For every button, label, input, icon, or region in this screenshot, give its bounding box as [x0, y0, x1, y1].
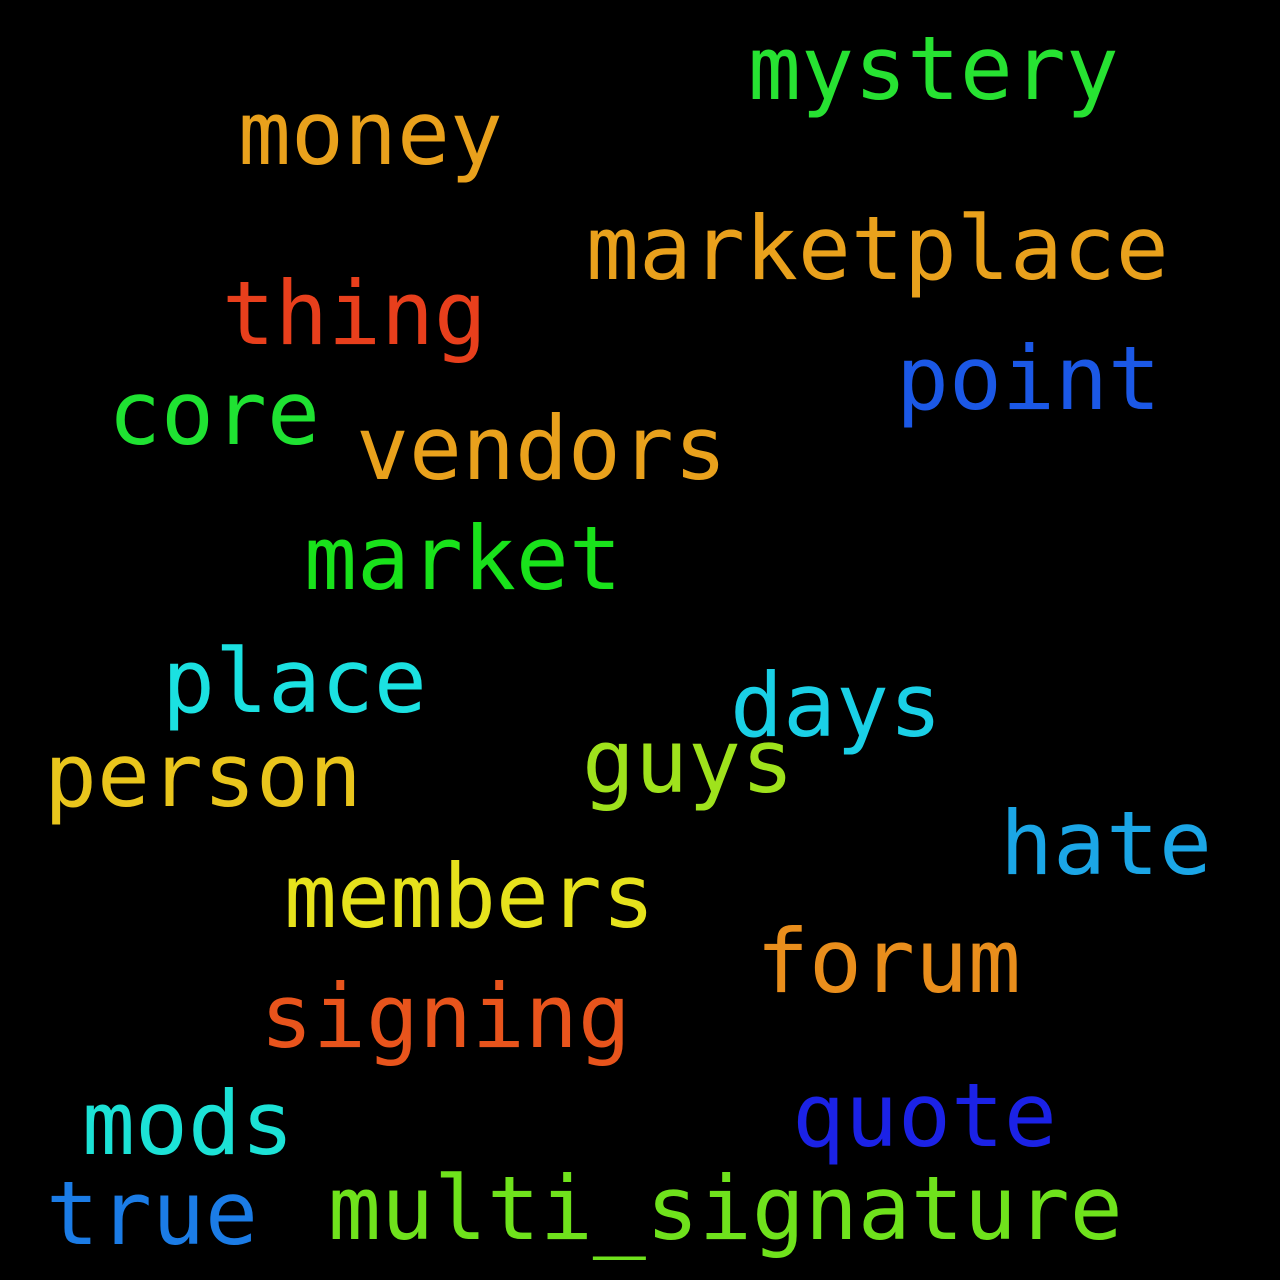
word-core: core	[108, 362, 320, 465]
word-money: money	[238, 82, 503, 185]
word-thing: thing	[222, 262, 487, 365]
word-place: place	[162, 630, 427, 733]
word-vendors: vendors	[356, 397, 727, 500]
word-forum: forum	[756, 910, 1021, 1013]
word-mystery: mystery	[748, 17, 1119, 120]
word-multi-signature: multi_signature	[328, 1157, 1123, 1260]
word-market: market	[304, 507, 622, 610]
word-person: person	[44, 724, 362, 827]
word-guys: guys	[582, 710, 794, 813]
word-marketplace: marketplace	[586, 197, 1169, 300]
word-days: days	[730, 654, 942, 757]
word-mods: mods	[82, 1072, 294, 1175]
word-hate: hate	[1000, 792, 1212, 895]
word-signing: signing	[260, 965, 631, 1068]
word-quote: quote	[792, 1064, 1057, 1167]
word-members: members	[284, 845, 655, 948]
word-point: point	[896, 327, 1161, 430]
word-true: true	[46, 1162, 258, 1265]
